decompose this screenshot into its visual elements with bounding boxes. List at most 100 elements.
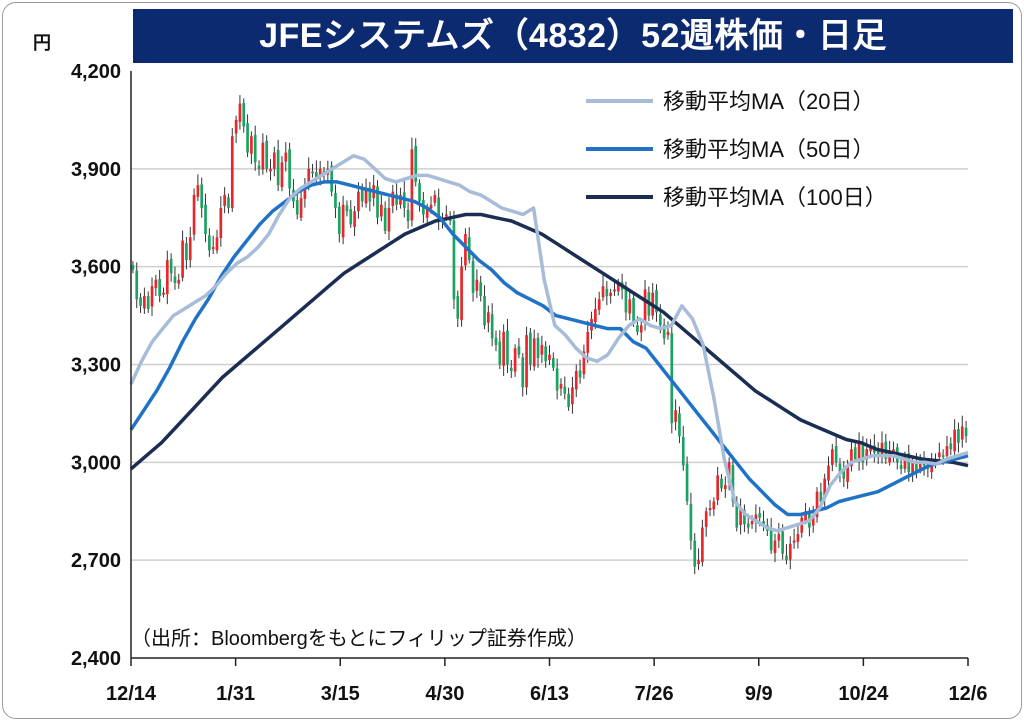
candle-body xyxy=(330,165,333,192)
candle-body xyxy=(307,168,311,184)
x-tick-label: 7/26 xyxy=(635,683,674,705)
candle-body xyxy=(253,134,257,163)
y-tick-label: 2,400 xyxy=(71,648,121,670)
candle-body xyxy=(551,357,555,368)
candle-body xyxy=(280,162,284,188)
candle-body xyxy=(192,194,196,235)
candle-body xyxy=(162,292,165,295)
candle-body xyxy=(303,185,307,199)
candle-body xyxy=(364,188,368,204)
candle-body xyxy=(643,289,647,324)
candle-body xyxy=(800,517,804,533)
candle-body xyxy=(559,384,563,389)
candle-body xyxy=(238,103,242,122)
candle-body xyxy=(941,455,945,458)
candle-body xyxy=(830,449,834,465)
candle-body xyxy=(636,325,639,332)
candle-body xyxy=(781,531,784,554)
candle-body xyxy=(930,462,934,473)
candle-body xyxy=(357,191,360,212)
candle-body xyxy=(685,463,689,502)
candle-body xyxy=(135,270,139,300)
candle-body xyxy=(658,314,662,326)
moving-average-lines xyxy=(129,154,969,533)
candle-body xyxy=(318,168,322,177)
legend-label: 移動平均MA（20日） xyxy=(663,89,874,114)
candle-body xyxy=(911,462,914,475)
x-tick-label: 3/15 xyxy=(321,683,360,705)
candle-body xyxy=(158,279,162,297)
candle-body xyxy=(272,152,276,169)
candle-body xyxy=(678,413,681,437)
candle-body xyxy=(960,426,964,440)
chart-legend: 移動平均MA（20日） 移動平均MA（50日） 移動平均MA（100日） xyxy=(586,89,887,210)
candle-body xyxy=(953,429,956,452)
candle-body xyxy=(773,540,777,553)
y-tick-label: 3,000 xyxy=(71,452,121,474)
candle-body xyxy=(464,234,467,266)
candle-body xyxy=(785,555,788,561)
candle-body xyxy=(452,220,456,300)
candle-body xyxy=(341,204,345,238)
candle-body xyxy=(754,514,758,523)
candle-body xyxy=(223,194,226,207)
candle-body xyxy=(250,136,253,154)
candle-body xyxy=(414,146,418,182)
y-tick-label: 3,900 xyxy=(71,159,121,181)
candle-body xyxy=(708,507,712,510)
x-tick-label: 12/6 xyxy=(949,683,988,705)
candle-body xyxy=(574,371,578,390)
ma100-line xyxy=(129,212,969,471)
axes: 4,200 3,900 3,600 3,300 3,000 2,700 2,400 12/14… xyxy=(71,61,988,705)
candle-body xyxy=(827,465,830,481)
candle-body xyxy=(949,443,953,450)
candle-body xyxy=(857,442,861,462)
candle-body xyxy=(605,288,609,297)
y-tick-label: 4,200 xyxy=(71,61,121,83)
candle-body xyxy=(735,501,739,528)
candle-body xyxy=(295,200,299,215)
candle-body xyxy=(150,286,154,307)
candle-body xyxy=(624,286,628,313)
candle-body xyxy=(842,470,846,479)
candle-body xyxy=(215,237,219,251)
x-tick-label: 1/31 xyxy=(216,683,255,705)
candle-body xyxy=(387,207,391,232)
candle-body xyxy=(475,279,479,291)
candle-body xyxy=(406,209,410,222)
candle-body xyxy=(208,235,211,251)
candle-body xyxy=(315,172,318,179)
candle-body xyxy=(391,191,395,207)
candle-body xyxy=(219,207,223,238)
candle-body xyxy=(838,463,842,473)
candle-body xyxy=(368,187,372,202)
candle-body xyxy=(616,282,620,292)
candle-body xyxy=(399,194,402,205)
candle-body xyxy=(720,478,723,489)
candle-body xyxy=(334,192,337,208)
candle-body xyxy=(265,140,269,169)
candle-body xyxy=(609,292,612,297)
candle-body xyxy=(506,330,509,365)
candle-body xyxy=(487,312,490,323)
candle-body xyxy=(869,446,872,452)
candle-body xyxy=(689,504,693,541)
candle-body xyxy=(276,149,280,186)
candle-body xyxy=(494,337,498,345)
x-tick-label: 9/9 xyxy=(745,683,773,705)
candle-body xyxy=(532,338,536,367)
candle-body xyxy=(154,279,158,289)
candle-body xyxy=(456,296,460,319)
candle-body xyxy=(284,152,288,162)
candle-body xyxy=(410,149,414,221)
candle-body xyxy=(269,168,272,172)
candle-body xyxy=(555,368,559,391)
candle-body xyxy=(945,446,949,456)
candle-body xyxy=(349,209,353,225)
candle-body xyxy=(716,475,720,501)
candle-body xyxy=(437,197,441,222)
candle-body xyxy=(517,346,521,355)
chart-title-bar: JFEシステムズ（4832）52週株価・日足 xyxy=(133,9,1013,63)
candle-body xyxy=(234,119,238,134)
